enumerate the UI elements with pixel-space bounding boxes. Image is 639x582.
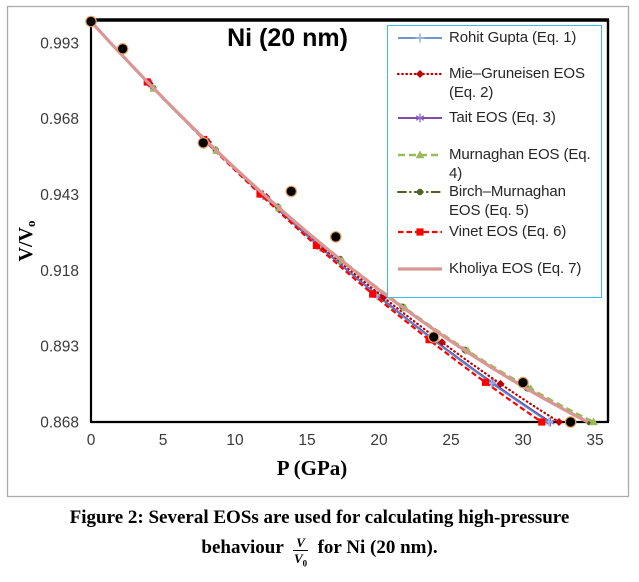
x-tick-label: 20 xyxy=(370,432,388,449)
legend-swatch-diamond-icon xyxy=(397,70,443,78)
legend-swatch-circle-icon xyxy=(397,188,443,196)
data-point xyxy=(564,416,577,428)
data-point xyxy=(197,137,210,149)
fraction-denominator-sub: 0 xyxy=(302,558,308,569)
experimental-points xyxy=(85,15,577,428)
legend-item-murnaghan-eos-eq-4: Murnaghan EOS (Eq. 4) xyxy=(397,145,601,183)
figure-outer-border xyxy=(6,5,630,498)
legend-label: Mie–Gruneisen EOS (Eq. 2) xyxy=(449,65,585,101)
fraction-denominator: V0 xyxy=(293,550,308,569)
caption-line-1: Figure 2: Several EOSs are used for calc… xyxy=(69,507,570,528)
legend-label: Kholiya EOS (Eq. 7) xyxy=(449,260,582,277)
legend-label: Birch–Murnaghan EOS (Eq. 5) xyxy=(449,183,566,219)
caption-line-2-post: for Ni (20 nm). xyxy=(317,537,438,558)
x-axis-title: P (GPa) xyxy=(276,456,348,480)
y-tick-label: 0.893 xyxy=(40,339,79,356)
y-axis-title-base: V/V xyxy=(15,227,37,262)
data-point xyxy=(517,376,529,389)
data-point xyxy=(116,42,129,55)
legend-swatch-plus-icon xyxy=(398,33,442,43)
y-axis-title: V/Vo xyxy=(15,181,41,301)
legend-item-birch-murnaghan-eos-eq-5: Birch–Murnaghan EOS (Eq. 5) xyxy=(397,182,601,220)
legend-item-rohit-gupta-eq-1: Rohit Gupta (Eq. 1) xyxy=(397,28,601,47)
legend-item-vinet-eos-eq-6: Vinet EOS (Eq. 6) xyxy=(397,222,601,241)
legend-label: Tait EOS (Eq. 3) xyxy=(449,109,556,126)
caption-line-2-pre: behaviour xyxy=(201,537,284,558)
y-tick-label: 0.868 xyxy=(40,415,79,432)
fraction-denominator-base: V xyxy=(293,551,303,566)
legend-item-tait-eos-eq-3: Tait EOS (Eq. 3) xyxy=(397,108,601,127)
legend-label: Vinet EOS (Eq. 6) xyxy=(449,223,567,240)
data-point xyxy=(329,231,342,243)
x-tick-label: 30 xyxy=(514,432,532,449)
series-line xyxy=(89,20,589,424)
x-tick-label: 15 xyxy=(298,432,315,449)
data-point xyxy=(427,331,440,343)
x-tick-label: 35 xyxy=(586,432,603,449)
x-tick-label: 0 xyxy=(87,432,96,449)
chart-canvas: 0 5 10 15 20 25 30 35 0.993 0.968 0.943 0.918 0.893 0… xyxy=(6,5,630,498)
series-kholiya-eos-eq-7 xyxy=(89,20,589,424)
x-tick-label: 25 xyxy=(442,432,459,449)
chart-title: Ni (20 nm) xyxy=(227,24,348,52)
caption-line-2: behaviour V V0 for Ni (20 nm). xyxy=(0,533,639,569)
fraction-numerator: V xyxy=(296,535,305,550)
data-point xyxy=(85,15,97,28)
legend-label: Murnaghan EOS (Eq. 4) xyxy=(449,146,591,182)
y-tick-label: 0.968 xyxy=(40,111,79,128)
y-tick-label: 0.918 xyxy=(40,263,79,280)
y-tick-label: 0.943 xyxy=(40,187,79,204)
y-axis-title-sub: o xyxy=(23,220,38,228)
legend-label: Rohit Gupta (Eq. 1) xyxy=(449,29,577,46)
figure-caption: Figure 2: Several EOSs are used for calc… xyxy=(0,505,639,569)
legend-swatch-asterisk-icon xyxy=(398,113,442,123)
legend-item-kholiya-eos-eq-7: Kholiya EOS (Eq. 7) xyxy=(397,259,601,278)
legend: Rohit Gupta (Eq. 1) Mie–Gruneisen EOS (Eq… xyxy=(387,25,602,298)
legend-swatch-square-icon xyxy=(398,228,442,236)
y-tick-label: 0.993 xyxy=(40,35,79,52)
legend-swatch-none-icon xyxy=(398,267,442,271)
legend-swatch-triangle-icon xyxy=(398,150,442,159)
legend-item-mie-gruneisen-eos-eq-2: Mie–Gruneisen EOS (Eq. 2) xyxy=(397,64,601,102)
v-over-v0-fraction: V V0 xyxy=(293,536,308,569)
data-point xyxy=(285,185,297,198)
x-tick-label: 5 xyxy=(159,432,168,449)
x-tick-label: 10 xyxy=(226,432,244,449)
